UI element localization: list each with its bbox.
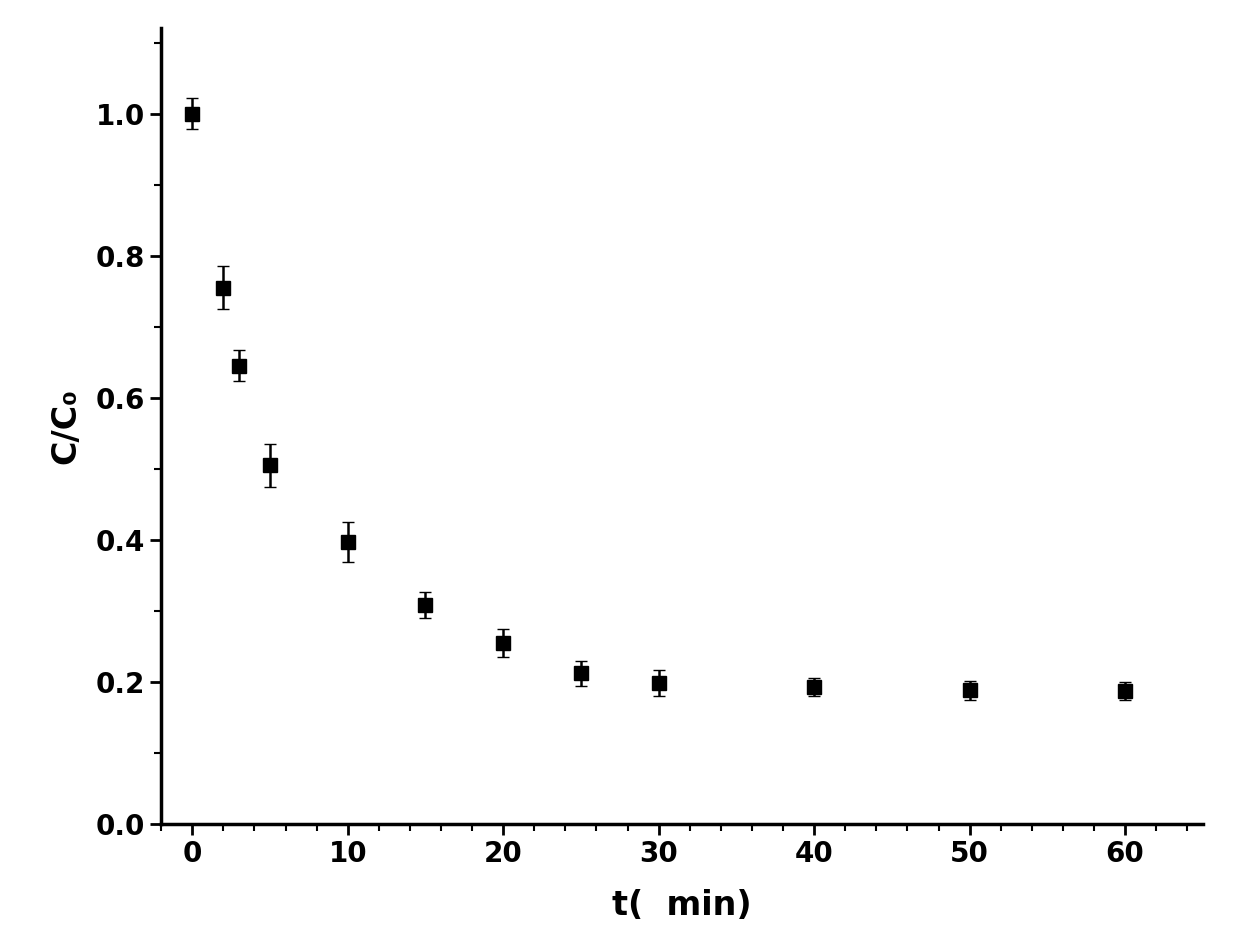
X-axis label: t(  min): t( min) <box>613 888 751 921</box>
Y-axis label: C/C₀: C/C₀ <box>48 388 82 464</box>
